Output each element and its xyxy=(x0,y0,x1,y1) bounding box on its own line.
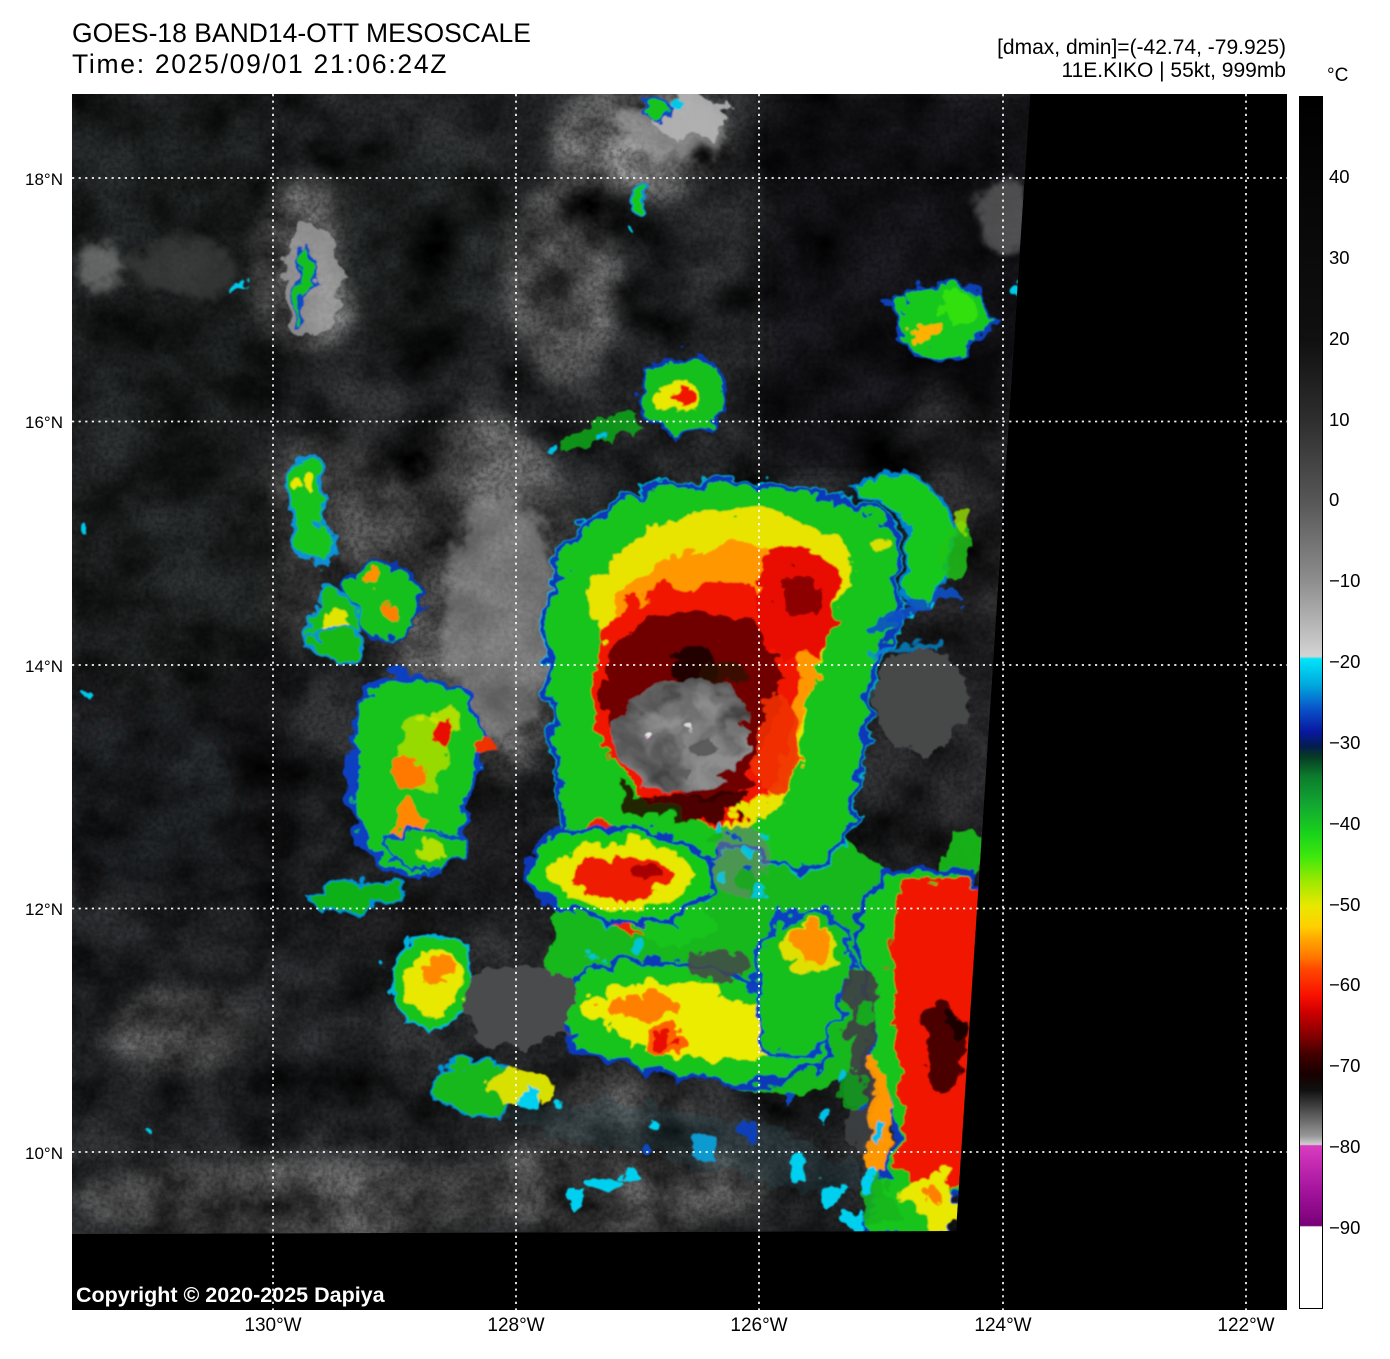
svg-text:Copyright © 2020-2025 Dapiya: Copyright © 2020-2025 Dapiya xyxy=(76,1283,386,1307)
